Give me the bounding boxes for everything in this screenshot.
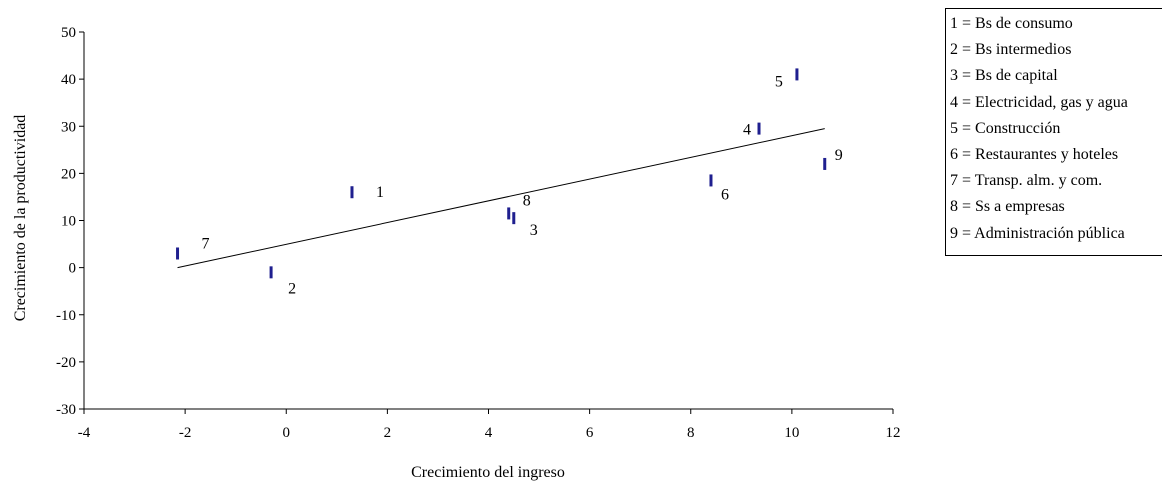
- trendline: [177, 128, 825, 269]
- point-label-2: 2: [288, 280, 296, 297]
- x-axis-title: Crecimiento del ingreso: [411, 464, 565, 481]
- trendline-group: [177, 128, 825, 269]
- y-tick-label: 40: [61, 72, 76, 88]
- legend-item: 9 = Administración pública: [950, 224, 1125, 242]
- data-point-3: [512, 212, 516, 225]
- x-tick-label: 2: [384, 425, 392, 441]
- x-tick-label: -2: [179, 425, 192, 441]
- x-tick-label: 0: [283, 425, 291, 441]
- point-label-8: 8: [523, 192, 531, 209]
- data-point-9: [823, 157, 827, 170]
- data-point-7: [176, 247, 180, 260]
- point-label-9: 9: [835, 147, 843, 164]
- y-tick-label: 30: [61, 119, 76, 135]
- data-points: 1 2 3 4 5 6 7 8 9: [176, 68, 843, 297]
- data-point-6: [709, 174, 713, 187]
- point-label-5: 5: [775, 73, 783, 90]
- point-label-7: 7: [202, 235, 210, 252]
- legend-item: 4 = Electricidad, gas y agua: [950, 93, 1128, 111]
- legend-item: 1 = Bs de consumo: [950, 15, 1073, 32]
- x-tick-label: 8: [687, 425, 695, 441]
- point-label-4: 4: [743, 122, 751, 139]
- x-tick-label: 12: [886, 425, 901, 441]
- y-tick-label: 20: [61, 166, 76, 182]
- y-axis-title: Crecimiento de la productividad: [12, 115, 29, 322]
- point-label-6: 6: [721, 186, 729, 203]
- legend-item: 2 = Bs intermedios: [950, 41, 1072, 59]
- legend: 1 = Bs de consumo 2 = Bs intermedios 3 =…: [945, 8, 1162, 256]
- y-tick-label: -20: [56, 355, 76, 371]
- legend-item: 7 = Transp. alm. y com.: [950, 172, 1103, 190]
- x-tick-label: 6: [586, 425, 594, 441]
- data-point-2: [269, 266, 273, 279]
- legend-item: 3 = Bs de capital: [950, 67, 1058, 85]
- y-tick-label: -10: [56, 308, 76, 324]
- data-point-1: [350, 186, 354, 199]
- point-label-1: 1: [376, 184, 384, 201]
- x-tick-label: 4: [485, 425, 493, 441]
- data-point-8: [507, 207, 511, 220]
- x-tick-label: -4: [78, 425, 91, 441]
- y-tick-label: -30: [56, 402, 76, 418]
- legend-item: 8 = Ss a empresas: [950, 198, 1065, 216]
- data-point-5: [795, 68, 799, 81]
- point-label-3: 3: [530, 222, 538, 239]
- data-point-4: [757, 122, 761, 135]
- y-tick-label: 10: [61, 214, 76, 230]
- x-tick-label: 10: [784, 425, 799, 441]
- legend-item: 5 = Construcción: [950, 119, 1061, 137]
- y-tick-label: 0: [69, 261, 77, 277]
- y-tick-label: 50: [61, 25, 76, 41]
- legend-item: 6 = Restaurantes y hoteles: [950, 146, 1119, 164]
